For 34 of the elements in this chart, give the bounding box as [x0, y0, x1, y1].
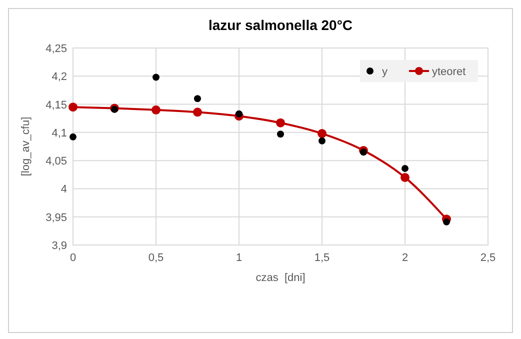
legend-label: y — [382, 66, 388, 78]
x-tick-label: 0,5 — [148, 252, 164, 264]
point — [70, 133, 76, 140]
y-tick-label: 4,05 — [46, 156, 67, 168]
point — [276, 118, 285, 128]
y-tick-label: 4,2 — [52, 71, 67, 84]
y-tick-label: 4 — [60, 184, 67, 196]
point — [360, 148, 367, 156]
x-tick-label: 1,5 — [314, 252, 330, 264]
point — [193, 108, 202, 117]
y-tick-label: 3,95 — [46, 212, 67, 224]
point — [152, 74, 160, 81]
x-tick-label: 0 — [70, 252, 76, 264]
point — [318, 137, 326, 144]
point — [68, 102, 78, 112]
y-tick-label: 4,15 — [46, 99, 67, 112]
x-axis-title: czas [dni] — [256, 272, 306, 284]
y-tick-label: 4,1 — [52, 127, 67, 140]
point — [318, 129, 326, 138]
y-axis-title: [log_av_cfu] — [20, 116, 32, 176]
x-tick-label: 1 — [236, 252, 242, 264]
point — [277, 130, 284, 138]
point — [443, 218, 450, 226]
point — [402, 164, 408, 172]
point — [236, 110, 242, 118]
chart-title: lazur salmonella 20°C — [208, 17, 353, 33]
point — [194, 95, 201, 102]
point — [400, 172, 410, 182]
point — [152, 105, 160, 114]
x-tick-label: 2 — [402, 252, 408, 264]
legend-label: yteoret — [432, 66, 466, 78]
y-tick-label: 3,9 — [52, 240, 67, 252]
y-tick-label: 4,25 — [46, 43, 67, 55]
x-tick-label: 2,5 — [480, 252, 496, 264]
